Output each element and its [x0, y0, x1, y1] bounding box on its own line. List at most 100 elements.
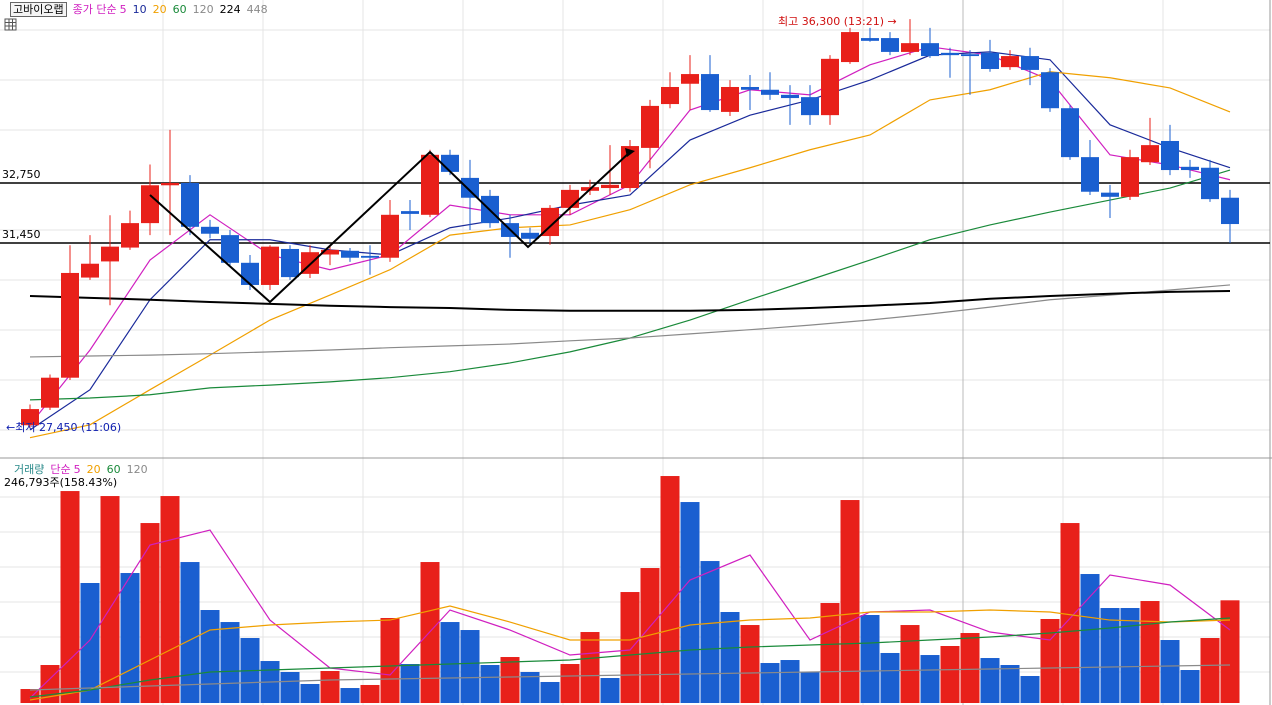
reference-label: 31,450: [2, 228, 41, 241]
ma-line: [29, 71, 1231, 439]
ma-prefix: 종가 단순: [72, 3, 117, 16]
volume-bar: [620, 592, 640, 703]
grid-icon[interactable]: [4, 18, 17, 31]
volume-legend: 거래량 단순 5 20 60 120: [14, 461, 160, 477]
candle-body: [241, 262, 259, 285]
candle-body: [121, 223, 139, 248]
legend-entry[interactable]: 60: [106, 463, 121, 476]
low-label: ←최저 27,450 (11:06): [6, 421, 121, 434]
volume-bar: [800, 672, 820, 703]
volume-bar: [700, 561, 720, 703]
volume-bar: [380, 617, 400, 703]
volume-bar: [1220, 600, 1240, 703]
ma-legend: 5 20 60 120: [74, 463, 154, 476]
price-panel: 32,750 31,450: [0, 19, 1270, 439]
volume-bar: [440, 622, 460, 703]
legend-entry[interactable]: 5: [73, 463, 81, 476]
volume-bar: [1040, 618, 1060, 703]
volume-panel: [20, 476, 1240, 703]
candle-body: [801, 97, 819, 116]
volume-bar: [340, 688, 360, 703]
volume-bar: [1060, 523, 1080, 703]
volume-bar: [60, 491, 80, 703]
volume-bar: [1160, 640, 1180, 703]
volume-bar: [660, 476, 680, 703]
candle-body: [421, 154, 439, 215]
price-legend: 고바이오랩 종가 단순 5 10 20 60 120 224 448: [10, 1, 280, 17]
legend-entry[interactable]: 20: [152, 3, 167, 16]
volume-bar: [720, 612, 740, 703]
ma-line: [29, 664, 1231, 691]
volume-bar: [600, 677, 620, 703]
candle-body: [981, 52, 999, 69]
candle-body: [281, 248, 299, 278]
volume-bar: [580, 632, 600, 703]
volume-bar: [540, 681, 560, 703]
volume-bar: [320, 671, 340, 703]
candle-body: [401, 211, 419, 214]
volume-bar: [860, 615, 880, 703]
volume-bar: [880, 652, 900, 703]
ma-prefix: 단순: [50, 463, 71, 476]
candle-body: [601, 184, 619, 189]
legend-entry[interactable]: 448: [246, 3, 268, 16]
volume-bar: [460, 630, 480, 703]
candle-body: [361, 255, 379, 258]
candle-body: [641, 105, 659, 148]
legend-entry[interactable]: 60: [172, 3, 187, 16]
volume-bar: [400, 664, 420, 703]
legend-entry[interactable]: 120: [192, 3, 214, 16]
candle-body: [441, 154, 459, 172]
volume-bar: [1180, 670, 1200, 703]
candle-body: [221, 235, 239, 263]
legend-entry[interactable]: 5: [119, 3, 127, 16]
candle-body: [461, 177, 479, 198]
volume-info: 246,793주(158.43%): [4, 476, 118, 489]
volume-bar: [220, 622, 240, 703]
candle-body: [1181, 166, 1199, 171]
candle-body: [1161, 140, 1179, 171]
candle-body: [1021, 56, 1039, 70]
candle-body: [141, 185, 159, 224]
candle-body: [1221, 197, 1239, 225]
volume-bar: [560, 664, 580, 703]
volume-bar: [760, 663, 780, 703]
volume-bar: [1000, 665, 1020, 703]
legend-entry[interactable]: 120: [126, 463, 148, 476]
reference-label: 32,750: [2, 168, 41, 181]
volume-bar: [140, 523, 160, 703]
volume-bar: [980, 658, 1000, 703]
candle-body: [681, 74, 699, 84]
volume-bar: [100, 496, 120, 703]
candle-body: [881, 38, 899, 52]
legend-entry[interactable]: 10: [132, 3, 147, 16]
legend-entry[interactable]: 20: [86, 463, 101, 476]
volume-title: 거래량: [14, 463, 45, 476]
ma-line: [29, 169, 1231, 401]
ma-legend: 5 10 20 60 120 224 448: [120, 3, 274, 16]
candle-body: [661, 86, 679, 105]
candle-body: [381, 214, 399, 258]
volume-bar: [280, 672, 300, 703]
candle-body: [861, 38, 879, 41]
volume-bar: [360, 684, 380, 703]
candle-body: [741, 86, 759, 90]
stock-name[interactable]: 고바이오랩: [10, 2, 67, 17]
legend-entry[interactable]: 224: [219, 3, 241, 16]
volume-bar: [1200, 638, 1220, 703]
volume-bar: [780, 660, 800, 703]
candle-body: [761, 89, 779, 95]
volume-bar: [160, 496, 180, 703]
volume-bar: [960, 633, 980, 703]
volume-bar: [480, 665, 500, 703]
volume-bar: [300, 683, 320, 703]
pattern-arrow: [625, 148, 635, 157]
volume-bar: [1120, 608, 1140, 703]
pattern-line: [149, 150, 631, 304]
candle-body: [1041, 72, 1059, 109]
volume-bar: [1080, 574, 1100, 703]
candle-body: [61, 272, 79, 378]
volume-bar: [80, 583, 100, 703]
volume-bar: [740, 625, 760, 703]
